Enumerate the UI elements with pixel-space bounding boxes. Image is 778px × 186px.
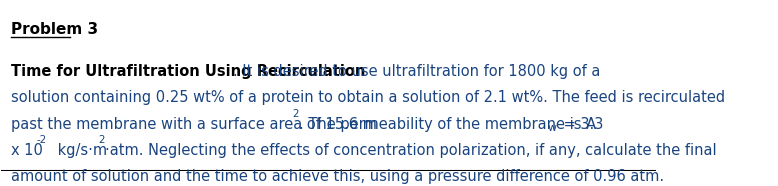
Text: . The permeability of the membrane is A: . The permeability of the membrane is A <box>299 117 596 132</box>
Text: 2: 2 <box>293 109 299 119</box>
Text: ·atm. Neglecting the effects of concentration polarization, if any, calculate th: ·atm. Neglecting the effects of concentr… <box>105 143 717 158</box>
Text: solution containing 0.25 wt% of a protein to obtain a solution of 2.1 wt%. The f: solution containing 0.25 wt% of a protei… <box>11 90 725 105</box>
Text: past the membrane with a surface area of 15.6 m: past the membrane with a surface area of… <box>11 117 377 132</box>
Text: x 10: x 10 <box>11 143 43 158</box>
Text: w: w <box>548 123 557 133</box>
Text: -2: -2 <box>36 135 46 145</box>
Text: Time for Ultrafiltration Using Recirculation: Time for Ultrafiltration Using Recircula… <box>11 64 366 79</box>
Text: 2: 2 <box>99 135 105 145</box>
Text: = 3.3: = 3.3 <box>559 117 603 132</box>
Text: kg/s·m: kg/s·m <box>53 143 107 158</box>
Text: . It is desired to use ultrafiltration for 1800 kg of a: . It is desired to use ultrafiltration f… <box>233 64 600 79</box>
Text: Problem 3: Problem 3 <box>11 22 98 37</box>
Text: amount of solution and the time to achieve this, using a pressure difference of : amount of solution and the time to achie… <box>11 169 664 184</box>
